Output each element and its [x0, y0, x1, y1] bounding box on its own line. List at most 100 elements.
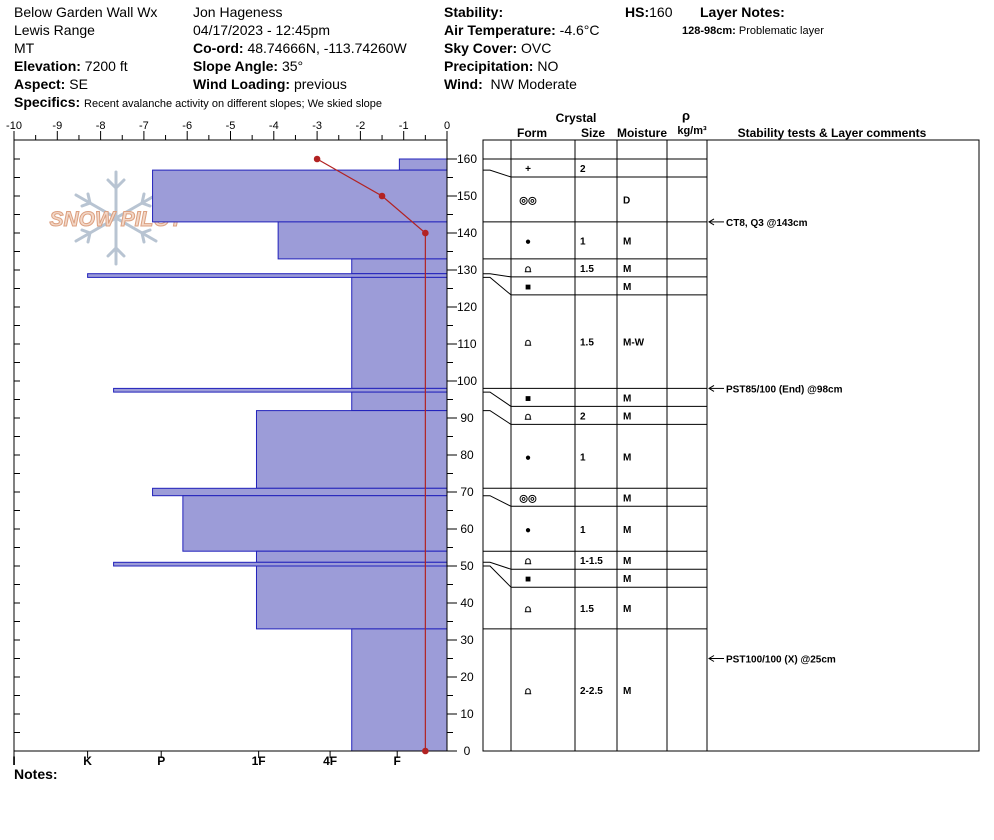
layer-notes-title: Layer Notes:	[700, 4, 785, 20]
temperature-point	[422, 229, 429, 237]
height-tick-label: 100	[457, 374, 477, 388]
hardness-bar	[182, 495, 448, 552]
layer-size: 2-2.5	[580, 686, 603, 697]
temp-tick-label: -8	[96, 120, 106, 132]
temp-tick-label: -10	[6, 120, 22, 132]
layer-form: ⩍	[524, 604, 532, 615]
layer-form: ■	[525, 282, 531, 293]
layer-connector	[483, 391, 512, 407]
state: MT	[14, 40, 35, 56]
layer-size: 1	[580, 525, 586, 536]
stability-test-label: CT8, Q3 @143cm	[726, 218, 808, 229]
temp-tick-label: -5	[226, 120, 236, 132]
stability-arrowhead	[708, 384, 715, 392]
layer-moisture: D	[623, 195, 630, 206]
hardness-bar	[87, 273, 448, 278]
temp-tick-label: -9	[52, 120, 62, 132]
temperature-line	[316, 158, 426, 751]
hardness-bar	[152, 169, 448, 223]
hardness-bar	[351, 258, 448, 275]
hardness-tick-label: K	[83, 754, 92, 768]
layer-moisture: M	[623, 282, 631, 293]
header-density-unit: kg/m³	[677, 125, 707, 137]
temperature-point	[313, 155, 321, 163]
header-rho: ρ	[682, 108, 690, 123]
aspect: Aspect: SE	[14, 76, 88, 92]
temp-tick-label: -6	[182, 120, 192, 132]
header-moisture: Moisture	[617, 126, 667, 140]
height-tick-label: 90	[460, 411, 474, 425]
hardness-tick-label: 4F	[323, 754, 337, 768]
layer-moisture: M	[623, 686, 631, 697]
layer-form: ⩍	[524, 338, 532, 349]
layer-moisture: M-W	[623, 338, 645, 349]
layer-size: 2	[580, 411, 586, 422]
height-tick-label: 60	[460, 522, 474, 536]
layer-size: 1	[580, 452, 586, 463]
layer-size: 1-1.5	[580, 556, 603, 567]
stability-test-label: PST85/100 (End) @98cm	[726, 384, 843, 395]
layer-connector	[483, 495, 512, 507]
wind: Wind: NW Moderate	[444, 76, 577, 92]
observer: Jon Hageness	[193, 4, 283, 20]
hardness-bar	[351, 276, 448, 389]
header-stability: Stability tests & Layer comments	[738, 126, 927, 140]
wind-loading: Wind Loading: previous	[193, 76, 347, 92]
stability-arrowhead	[708, 655, 715, 662]
temperature-point	[422, 747, 429, 755]
temp-tick-label: -4	[269, 120, 279, 132]
hardness-bar	[277, 221, 448, 260]
header-size: Size	[581, 126, 605, 140]
height-tick-label: 160	[457, 152, 477, 166]
elevation: Elevation: 7200 ft	[14, 58, 128, 74]
layer-form: ◎◎	[519, 493, 537, 504]
layer-form: ◎◎	[519, 195, 537, 206]
layer-moisture: M	[623, 411, 631, 422]
layer-connector	[483, 273, 512, 278]
layer-moisture: M	[623, 493, 631, 504]
layer-connector	[483, 276, 512, 296]
layer-moisture: M	[623, 525, 631, 536]
layer-moisture: M	[623, 264, 631, 275]
layer-form: ■	[525, 574, 531, 585]
height-tick-label: 140	[457, 226, 477, 240]
height-tick-label: 0	[464, 744, 471, 758]
sky-cover: Sky Cover: OVC	[444, 40, 552, 56]
layer-form: +	[525, 164, 531, 175]
stability-arrowhead	[708, 218, 715, 226]
hardness-tick-label: I	[12, 754, 15, 768]
datetime: 04/17/2023 - 12:45pm	[193, 22, 330, 38]
temperature-point	[378, 192, 386, 200]
height-tick-label: 80	[460, 448, 474, 462]
height-tick-label: 130	[457, 263, 477, 277]
layer-size: 1.5	[580, 264, 594, 275]
layer-moisture: M	[623, 556, 631, 567]
notes-label: Notes:	[14, 766, 58, 782]
layer-form: ⩍	[524, 264, 532, 275]
height-tick-label: 70	[460, 485, 474, 499]
height-tick-label: 10	[460, 707, 474, 721]
layer-size: 2	[580, 164, 586, 175]
temp-tick-label: -2	[356, 120, 366, 132]
hardness-tick-label: F	[394, 754, 401, 768]
layer-connector	[483, 169, 512, 178]
height-tick-label: 120	[457, 300, 477, 314]
layer-connector	[483, 565, 512, 588]
hardness-bar	[255, 565, 448, 630]
stability-test-label: PST100/100 (X) @25cm	[726, 655, 836, 666]
temp-tick-label: -1	[399, 120, 409, 132]
hardness-tick-label: 1F	[252, 754, 266, 768]
layer-moisture: M	[623, 574, 631, 585]
layer-form: ●	[525, 525, 531, 536]
temp-tick-label: 0	[444, 120, 450, 132]
slope-angle: Slope Angle: 35°	[193, 58, 304, 74]
hardness-bar	[255, 550, 448, 563]
stability: Stability:	[444, 4, 504, 20]
layer-moisture: M	[623, 236, 631, 247]
layer-size: 1.5	[580, 338, 594, 349]
height-tick-label: 40	[460, 596, 474, 610]
layer-form: ⩍	[524, 411, 532, 422]
layer-form: ⩍	[524, 556, 532, 567]
layer-form: ●	[525, 236, 531, 247]
